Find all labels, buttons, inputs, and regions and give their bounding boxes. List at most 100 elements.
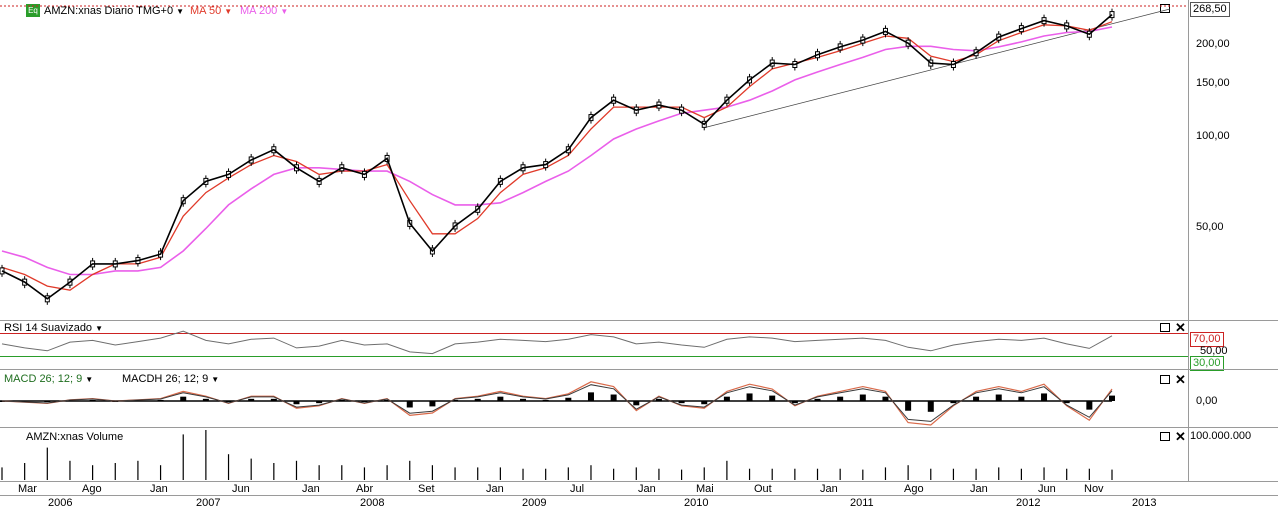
volume-title: AMZN:xnas Volume [26,431,124,443]
ma200-legend[interactable]: MA 200 ▼ [240,5,288,17]
time-axis-month-label: Jan [486,483,504,495]
macd-histogram-bar [633,401,640,406]
volume-axis [1188,427,1278,481]
time-axis-month-label: Jan [820,483,838,495]
axis-divider [0,495,1278,496]
macd-histogram-bar [225,401,232,403]
macd-tick-0: 0,00 [1196,395,1218,407]
macd-histogram-bar [995,394,1002,401]
time-axis-month-label: Set [418,483,435,495]
time-axis-year-label: 2009 [522,497,547,509]
ma50-line [1,21,1113,291]
chevron-down-icon[interactable]: ▼ [224,7,233,16]
macd-histogram-bar [927,401,934,412]
macd-histogram-bar [66,400,73,401]
macd-histogram-bar [157,399,164,401]
price-line [1,13,1113,300]
macd-histogram-bar [520,398,527,401]
time-axis-month-label: Abr [356,483,374,495]
macd-title[interactable]: MACD 26; 12; 9 ▼ [4,373,93,385]
time-axis-year-label: 2013 [1132,497,1157,509]
last-price-tag: 268,50 [1190,2,1230,17]
macd-histogram-bar [429,401,436,407]
price-tick-150: 150,00 [1196,77,1230,89]
price-tick-200: 200,00 [1196,38,1230,50]
macd-histogram-bar [316,401,323,404]
macd-histogram-bar [655,398,662,401]
chevron-down-icon[interactable]: ▼ [280,7,289,16]
macd-histogram-bar [89,399,96,401]
time-axis-year-label: 2011 [850,497,874,509]
price-tick-100: 100,00 [1196,130,1230,142]
macd-histogram-bar [21,401,28,402]
equity-icon: Eq [26,4,40,17]
macd-histogram-bar [270,398,277,401]
close-icon[interactable]: ✕ [1175,320,1186,335]
volume-pane[interactable] [0,427,1188,481]
time-axis-month-label: Jun [232,483,250,495]
time-axis-month-label: Jan [150,483,168,495]
symbol-title-text: AMZN:xnas Diario TMG+0 [44,5,174,17]
time-axis-month-label: Ago [82,483,102,495]
time-axis-month-label: Jul [570,483,585,495]
time-axis-month-label: Jan [302,483,320,495]
ma200-line [1,26,1113,276]
macd-histogram-bar [769,395,776,401]
macd-histogram-bar [361,401,368,403]
macd-histogram-bar [338,399,345,401]
macd-histogram-bar [723,396,730,401]
maximize-icon[interactable] [1160,375,1170,384]
macd-histogram-bar [134,400,141,401]
macd-histogram-bar [248,398,255,401]
price-axis [1188,0,1278,320]
chevron-down-icon[interactable]: ▼ [85,375,94,384]
macd-pane[interactable] [0,369,1188,427]
macd-histogram-bar [701,401,708,405]
time-axis-month-label: Jun [1038,483,1056,495]
maximize-icon[interactable] [1160,4,1170,13]
volume-tick: 100.000.000 [1190,430,1252,442]
macd-axis [1188,369,1278,427]
macd-signal-line [1,381,1113,426]
symbol-title[interactable]: AMZN:xnas Diario TMG+0 ▼ [44,5,184,17]
close-icon[interactable]: ✕ [1175,429,1186,444]
macdh-title-text: MACDH 26; 12; 9 [122,373,209,385]
macd-histogram-bar [1086,401,1093,410]
macd-histogram-bar [44,401,51,403]
rsi-line [1,330,1113,355]
close-icon[interactable]: ✕ [1175,372,1186,387]
ma50-legend[interactable]: MA 50 ▼ [190,5,232,17]
macd-histogram-bar [565,397,572,401]
time-axis-year-label: 2007 [196,497,221,509]
macd-histogram-bar [1063,401,1070,404]
maximize-icon[interactable] [1160,323,1170,332]
chevron-down-icon[interactable]: ▼ [211,375,220,384]
chevron-down-icon[interactable]: ▼ [176,7,184,16]
rsi-title[interactable]: RSI 14 Suavizado ▼ [4,322,103,334]
macd-histogram-bar [837,396,844,401]
ma200-label: MA 200 [240,5,278,17]
time-axis-year-label: 2012 [1016,497,1041,509]
macd-histogram-bar [474,398,481,401]
rsi-tick-70: 70,00 [1190,332,1224,347]
macd-histogram-bar [1109,395,1115,401]
chevron-down-icon[interactable]: ▼ [95,324,103,333]
rsi-pane[interactable] [0,320,1188,369]
macd-histogram-bar [973,396,980,401]
rsi-tick-30: 30,00 [1190,356,1224,371]
macd-histogram-bar [1018,396,1025,401]
macd-histogram-bar [202,398,209,401]
macd-title-text: MACD 26; 12; 9 [4,373,83,385]
time-axis-month-label: Jan [638,483,656,495]
maximize-icon[interactable] [1160,432,1170,441]
time-axis-year-label: 2008 [360,497,385,509]
macd-histogram-bar [406,401,413,408]
macdh-title[interactable]: MACDH 26; 12; 9 ▼ [122,373,219,385]
time-axis-year-label: 2010 [684,497,709,509]
macd-histogram-bar [678,401,685,404]
time-axis-month-label: Mai [696,483,714,495]
macd-histogram-bar [882,396,889,401]
rsi-title-text: RSI 14 Suavizado [4,322,93,334]
time-axis-month-label: Ago [904,483,924,495]
